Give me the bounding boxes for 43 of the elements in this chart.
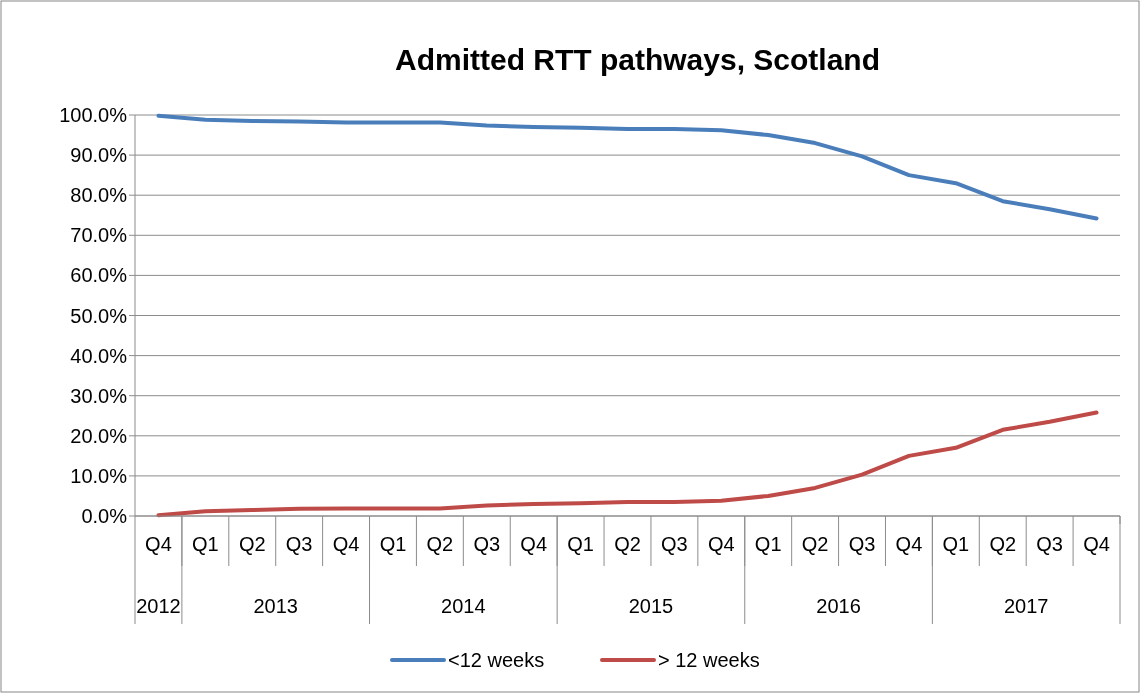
line-series bbox=[156, 113, 1099, 221]
x-tick-label: Q4 bbox=[332, 533, 360, 555]
x-tick-label: Q2 bbox=[801, 533, 829, 555]
y-tick-label: 30.0% bbox=[70, 384, 128, 407]
x-tick-label: Q2 bbox=[989, 533, 1017, 555]
y-tick-label: 80.0% bbox=[70, 184, 128, 207]
line-series bbox=[156, 410, 1099, 518]
x-tick-label: Q4 bbox=[145, 533, 172, 555]
legend-label: <12 weeks bbox=[448, 649, 545, 671]
x-tick-label: Q3 bbox=[1036, 533, 1063, 555]
x-tick-label: Q3 bbox=[661, 533, 688, 555]
x-tick-label: Q4 bbox=[520, 533, 548, 555]
text: 2013 bbox=[253, 595, 298, 617]
x-tick-label: Q2 bbox=[614, 533, 641, 555]
text: 2016 bbox=[816, 595, 861, 617]
x-tick-label: Q4 bbox=[1083, 533, 1110, 555]
x-tick-label: Q2 bbox=[238, 533, 266, 555]
y-tick-label: 40.0% bbox=[70, 344, 128, 367]
text: 2014 bbox=[441, 595, 486, 617]
y-tick-label: 20.0% bbox=[70, 424, 128, 447]
y-tick-label: 60.0% bbox=[70, 264, 128, 287]
x-tick-label: Q1 bbox=[754, 533, 782, 555]
y-tick-label: 0.0% bbox=[81, 505, 128, 527]
x-tick-label: Q1 bbox=[942, 533, 970, 555]
y-tick-label: 90.0% bbox=[70, 144, 128, 167]
x-tick-label: Q4 bbox=[707, 533, 735, 555]
x-tick-label: Q1 bbox=[567, 533, 594, 555]
x-tick-label: Q1 bbox=[379, 533, 407, 555]
x-tick-label: Q3 bbox=[848, 533, 876, 555]
legend-label: > 12 weeks bbox=[658, 649, 760, 671]
y-tick-label: 70.0% bbox=[70, 224, 128, 247]
y-tick-label: 50.0% bbox=[70, 304, 128, 327]
x-tick-label: Q4 bbox=[895, 533, 923, 555]
chart-title: Admitted RTT pathways, Scotland bbox=[394, 43, 881, 76]
x-tick-label: Q2 bbox=[426, 533, 454, 555]
y-tick-label: 100.0% bbox=[59, 104, 128, 126]
text: 2012 bbox=[136, 595, 181, 617]
text: 2017 bbox=[1003, 595, 1049, 617]
x-tick-label: Q3 bbox=[285, 533, 313, 555]
x-tick-label: Q3 bbox=[473, 533, 501, 555]
text: 2015 bbox=[628, 595, 674, 617]
y-tick-label: 10.0% bbox=[70, 464, 128, 487]
x-tick-label: Q1 bbox=[192, 533, 219, 555]
